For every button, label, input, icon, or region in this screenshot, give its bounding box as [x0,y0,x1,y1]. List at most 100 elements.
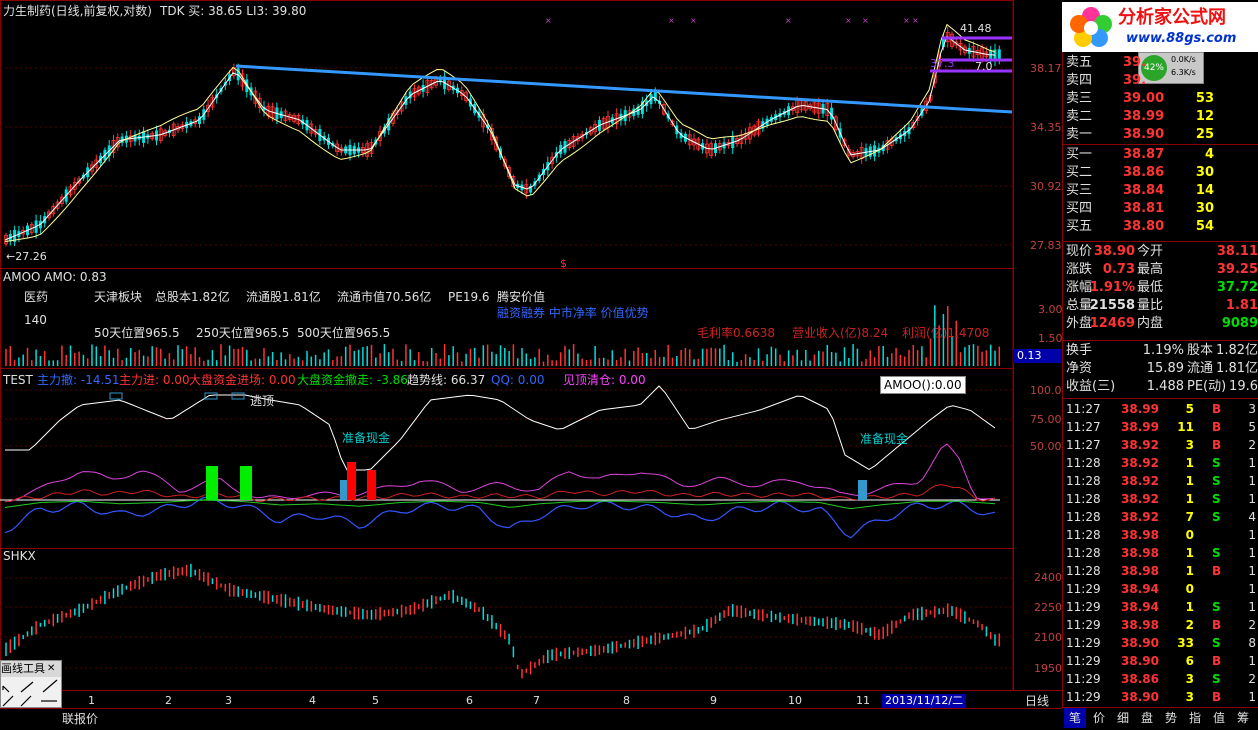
ask-row[interactable]: 卖二 38.99 12 [1063,108,1258,126]
tick-row: 11:27 38.99 11 B 5 [1063,418,1258,436]
linked-quote-tab[interactable]: 联报价 [62,712,99,726]
quote-row: 涨跌 0.73 最高 39.25 [1063,261,1258,279]
ob-volume: 14 [1195,183,1214,198]
trend-line[interactable] [235,64,1013,114]
quote-label: 最低 [1137,280,1164,295]
tick-time: 11:29 [1066,582,1101,596]
logo-name: 分析家公式网 [1118,7,1226,28]
tab-3[interactable]: 盘 [1140,711,1153,725]
bid-row[interactable]: 买四 38.81 30 [1063,200,1258,218]
candle-body [670,121,675,125]
candle-body [692,138,696,146]
tick-side: B [1212,438,1222,452]
bid-row[interactable]: 买一 38.87 4 [1063,146,1258,164]
tick-time: 11:28 [1066,546,1101,560]
tick-row: 11:27 38.92 3 B 2 [1063,436,1258,454]
volume-bars [5,305,1001,366]
tick-count: 8 [1248,636,1256,650]
candle-body [408,91,412,99]
sub-price-label: 37.3 [930,57,955,70]
ob-label: 卖四 [1066,73,1093,88]
tab-7[interactable]: 筹 [1236,711,1249,725]
test-label-top: 逃顶 [250,394,275,408]
bid-row[interactable]: 买二 38.86 30 [1063,164,1258,182]
candle-body [588,127,593,135]
shkx-tick: 2400 [1034,571,1062,584]
ask-row[interactable]: 卖一 38.90 25 [1063,126,1258,144]
test-tooltip: AMOO():0.00 [880,376,966,394]
tab-1[interactable]: 价 [1092,711,1105,725]
drawing-toolbox[interactable]: 画线工具 ✕ [0,660,62,708]
fund-value: 19.6 [1229,379,1258,394]
tick-time: 11:27 [1066,420,1101,434]
candle-body [77,178,81,184]
price-tick: 38.17 [1030,62,1062,75]
tick-row: 11:28 38.92 1 S 1 [1063,472,1258,490]
candle-body [791,106,795,111]
period-label[interactable]: 日线 [1025,694,1050,708]
ray-tool-icon [42,679,58,693]
tab-4[interactable]: 势 [1164,711,1177,725]
ask-row[interactable]: 卖四 39. [1063,72,1258,90]
candle-body [494,137,499,151]
order-book-divider [1063,144,1258,145]
signal-bar [206,466,218,500]
signal-marker: × [690,16,697,25]
market-out-line [4,499,996,510]
ob-label: 买五 [1066,219,1093,234]
candle-body [529,185,533,193]
fund-value: 1.488 [1146,379,1184,394]
candle-body [68,186,73,195]
signal-marker: × [912,16,919,25]
candle-body [653,89,657,102]
fund-label: 换手 [1066,343,1093,358]
tick-row: 11:29 38.94 0 1 [1063,580,1258,598]
ob-volume: 54 [1195,219,1214,234]
tab-6[interactable]: 值 [1212,711,1225,725]
tick-row: 11:28 38.92 7 S 4 [1063,508,1258,526]
tick-volume: 11 [1177,420,1194,434]
ask-row[interactable]: 卖五 39. [1063,54,1258,72]
main-force-line [4,496,996,539]
tick-volume: 0 [1185,528,1194,542]
bottom-status-bar: 联报价 [0,708,1062,730]
tab-2[interactable]: 细 [1116,711,1129,725]
quote-value: 9089 [1221,316,1258,331]
tick-time: 11:29 [1066,600,1101,614]
ob-price: 38.80 [1123,219,1165,234]
candle-body [507,167,512,177]
tick-row: 11:29 38.94 1 S 1 [1063,598,1258,616]
top-signal-marker [109,392,123,400]
amoo-revenue: 营业收入(亿)8.24 [792,326,889,340]
tick-row: 11:28 38.92 1 S 1 [1063,490,1258,508]
tick-price: 38.90 [1121,690,1159,704]
chart-indicators: TDK 买: 38.65 LI3: 39.80 [160,4,307,18]
toolbox-titlebar[interactable]: 画线工具 ✕ [1,661,61,677]
tick-side: S [1212,474,1221,488]
signal-marker: × [845,16,852,25]
tick-side: S [1212,546,1221,560]
tab-0[interactable]: 笔 [1064,708,1086,728]
bid-row[interactable]: 买五 38.80 54 [1063,218,1258,236]
sub-price-label-2: 7.0 [975,60,993,73]
test-main-in: 主力进: 0.00 [119,373,190,387]
toolbox-close-button[interactable]: ✕ [47,663,56,674]
ask-row[interactable]: 卖三 39.00 53 [1063,90,1258,108]
test-market-out: 大盘资金撤走: -3.86 [297,373,408,387]
tick-time: 11:27 [1066,438,1101,452]
signal-bar [858,480,867,500]
test-qq: QQ: 0.00 [491,373,545,387]
toolbox-tools[interactable] [1,678,61,708]
cursor-tool-icon [2,685,10,693]
ob-volume: 12 [1195,109,1214,124]
tick-row: 11:29 38.98 2 B 2 [1063,616,1258,634]
month-label: 8 [623,694,630,707]
bid-row[interactable]: 买三 38.84 14 [1063,182,1258,200]
tick-divider [1063,398,1258,399]
fund-value: 15.89 [1146,361,1184,376]
ob-price: 39. [1123,55,1147,70]
tick-side: B [1212,564,1222,578]
tab-5[interactable]: 指 [1188,711,1201,725]
candle-body [846,149,851,156]
